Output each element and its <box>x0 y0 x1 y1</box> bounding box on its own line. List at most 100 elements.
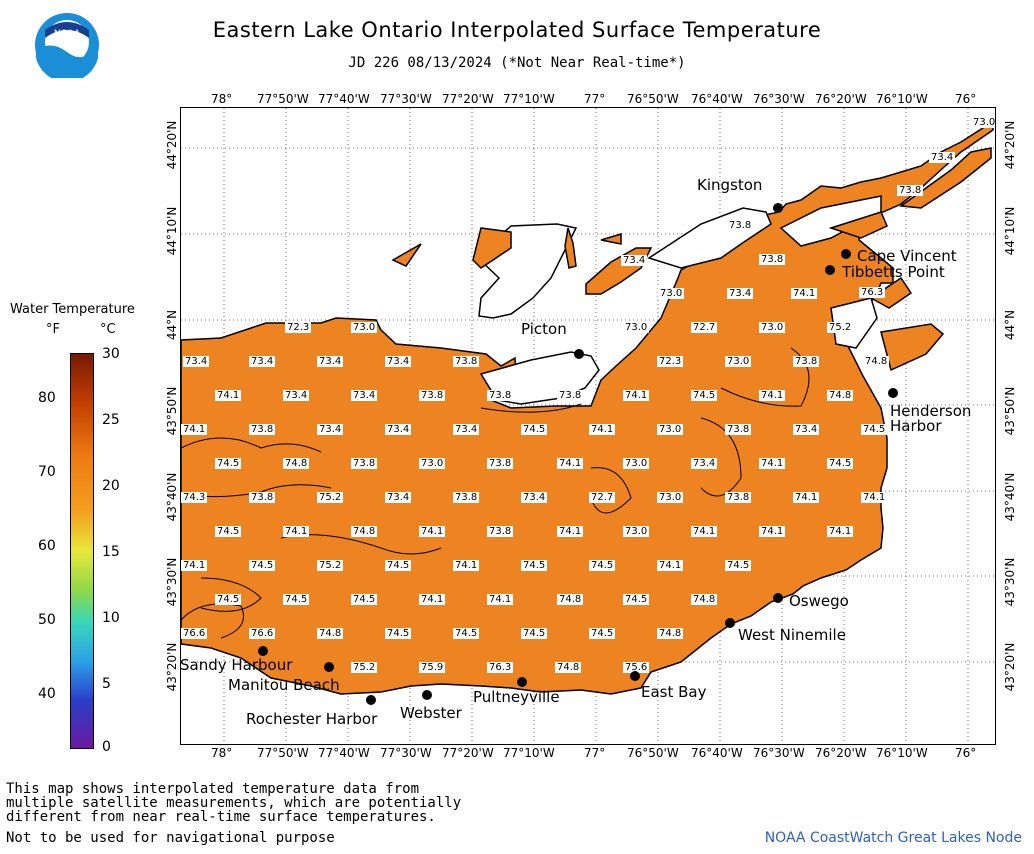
lat-tick: 43°50'N <box>1003 386 1017 436</box>
temp-label: 74.8 <box>657 628 684 639</box>
lon-tick: 77°30'W <box>380 92 432 106</box>
temp-label: 73.4 <box>183 356 210 367</box>
lat-tick: 44°N <box>1003 309 1017 341</box>
lon-tick: 76°30'W <box>753 746 805 760</box>
temp-label: 73.8 <box>725 424 752 435</box>
temp-label: 74.5 <box>521 560 548 571</box>
temp-label: 73.0 <box>623 458 650 469</box>
temp-label: 74.1 <box>557 458 584 469</box>
temp-label: 73.4 <box>283 390 310 401</box>
lon-tick: 77°10'W <box>503 746 555 760</box>
footer-note-line2: multiple satellite measurements, which a… <box>6 795 462 811</box>
lake-temperature-map: 73.0 73.4 73.8 73.4 73.8 73.8 73.0 73.4 … <box>180 107 996 745</box>
webster-marker <box>422 690 432 700</box>
temp-label: 74.1 <box>861 492 888 503</box>
lon-tick: 76°10'W <box>876 92 928 106</box>
lat-tick: 44°N <box>165 309 179 341</box>
logo-text: NOAA <box>54 29 81 39</box>
temp-label: 74.5 <box>215 526 242 537</box>
temp-label: 74.1 <box>487 594 514 605</box>
temp-label: 74.1 <box>283 526 310 537</box>
temp-label: 73.4 <box>351 390 378 401</box>
city-label-oswego: Oswego <box>789 592 849 610</box>
temp-label: 74.1 <box>791 288 818 299</box>
legend-f-tick: 50 <box>38 612 56 628</box>
temp-label: 74.5 <box>861 424 888 435</box>
rochester-harbor-marker <box>366 695 376 705</box>
temp-label: 75.6 <box>623 662 650 673</box>
temperature-colorbar <box>70 353 94 749</box>
lat-tick: 44°10'N <box>165 206 179 256</box>
temp-label: 73.4 <box>521 492 548 503</box>
temp-label: 74.8 <box>351 526 378 537</box>
lat-tick: 43°40'N <box>165 472 179 522</box>
lon-tick: 77°50'W <box>257 92 309 106</box>
lon-tick: 76° <box>955 746 977 760</box>
temp-label: 73.8 <box>453 356 480 367</box>
oswego-marker <box>773 593 783 603</box>
lat-tick: 43°20'N <box>1003 642 1017 692</box>
credit-text: NOAA CoastWatch Great Lakes Node <box>764 830 1022 846</box>
temp-label: 75.2 <box>317 492 344 503</box>
temp-label: 73.4 <box>317 356 344 367</box>
temp-label: 74.5 <box>725 560 752 571</box>
legend-c-tick: 0 <box>102 739 111 755</box>
city-label-kingston: Kingston <box>697 176 763 194</box>
lon-tick: 76°20'W <box>815 746 867 760</box>
lat-tick: 44°20'N <box>165 120 179 170</box>
lon-tick: 77°50'W <box>257 746 309 760</box>
temp-label: 75.2 <box>827 322 854 333</box>
manitou-beach-marker <box>324 662 334 672</box>
temp-label: 74.8 <box>283 458 310 469</box>
map-subtitle: JD 226 08/13/2024 (*Not Near Real-time*) <box>348 55 686 71</box>
city-label-harbor: Harbor <box>890 417 942 435</box>
temp-label: 73.8 <box>249 424 276 435</box>
temp-label: 74.8 <box>827 390 854 401</box>
footer-note-line3: different from near real-time surface te… <box>6 809 436 825</box>
lat-tick: 43°30'N <box>165 557 179 607</box>
temp-label: 73.4 <box>385 424 412 435</box>
temp-label: 74.1 <box>557 526 584 537</box>
temp-label: 74.1 <box>827 526 854 537</box>
temp-label: 75.2 <box>351 662 378 673</box>
temp-label: 73.8 <box>351 458 378 469</box>
temp-label: 73.8 <box>487 390 514 401</box>
lon-tick: 77°20'W <box>442 92 494 106</box>
city-label-west-ninemile: West Ninemile <box>738 626 846 644</box>
temp-label: 74.5 <box>453 628 480 639</box>
temp-label: 74.1 <box>181 424 208 435</box>
lon-tick: 76°10'W <box>876 746 928 760</box>
legend-f-tick: 40 <box>38 686 56 702</box>
legend-unit-f: °F <box>46 322 60 337</box>
city-label-cape-vincent: Cape Vincent <box>857 247 957 265</box>
temp-label: 73.4 <box>691 458 718 469</box>
temp-label: 74.1 <box>657 560 684 571</box>
city-label-webster: Webster <box>400 704 462 722</box>
temp-label: 74.5 <box>589 628 616 639</box>
legend-c-tick: 30 <box>102 346 120 362</box>
temp-label: 73.0 <box>657 492 684 503</box>
temp-label: 74.5 <box>215 594 242 605</box>
temp-label: 74.8 <box>863 356 890 367</box>
temp-label: 73.4 <box>727 288 754 299</box>
lat-tick: 43°20'N <box>165 642 179 692</box>
lake-ontario-shape <box>181 108 995 744</box>
temp-label: 73.8 <box>487 458 514 469</box>
temp-label: 73.8 <box>249 492 276 503</box>
temp-label: 75.2 <box>317 560 344 571</box>
temp-label: 73.4 <box>385 356 412 367</box>
temp-label: 74.1 <box>759 526 786 537</box>
temp-label: 73.8 <box>727 220 754 231</box>
temp-label: 74.5 <box>589 560 616 571</box>
temp-label: 72.3 <box>657 356 684 367</box>
city-label-henderson: Henderson <box>890 402 972 420</box>
temp-label: 74.5 <box>521 628 548 639</box>
temp-label: 73.4 <box>453 424 480 435</box>
temp-label: 74.5 <box>623 594 650 605</box>
temp-label: 73.0 <box>623 322 650 333</box>
city-label-picton: Picton <box>521 320 567 338</box>
temp-label: 73.0 <box>351 322 378 333</box>
legend-c-tick: 5 <box>102 676 111 692</box>
legend-c-tick: 20 <box>102 478 120 494</box>
temp-label: 72.7 <box>691 322 718 333</box>
